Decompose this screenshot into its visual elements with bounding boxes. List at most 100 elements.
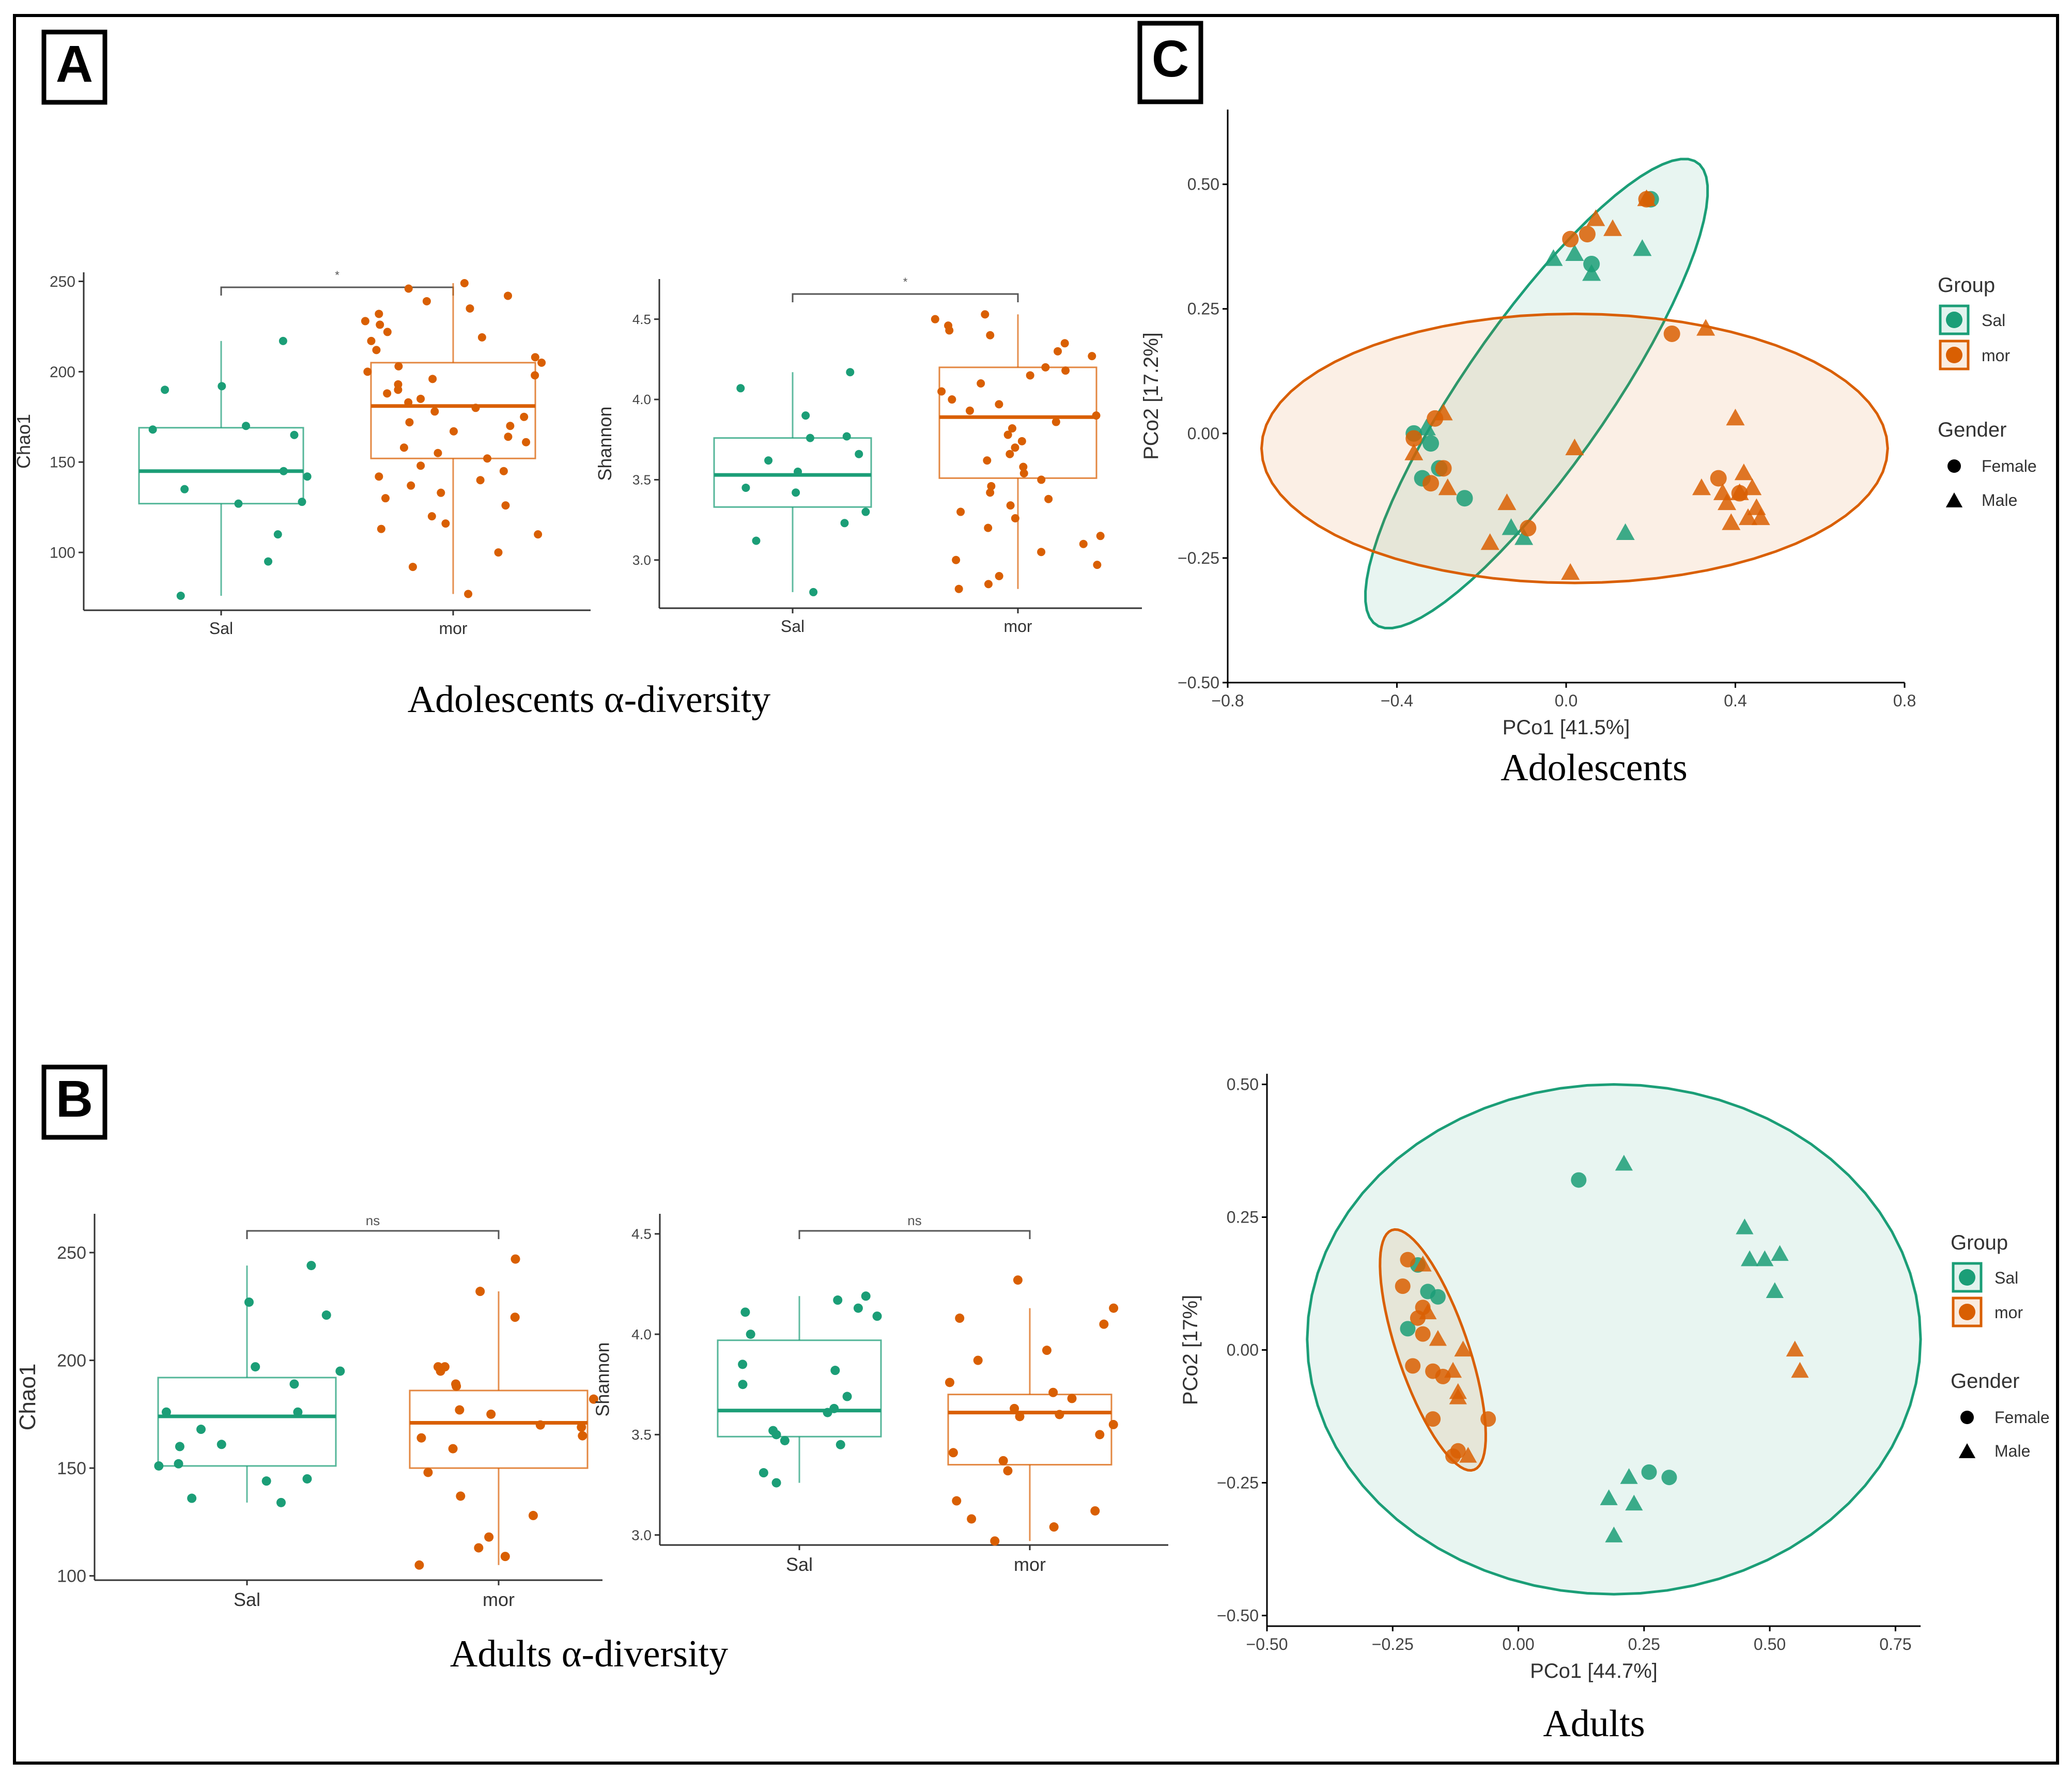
sal-data-point <box>780 1435 790 1445</box>
mor-data-point <box>537 358 546 367</box>
sal-data-point <box>806 434 814 442</box>
y-axis-label: Chao1 <box>15 1364 40 1431</box>
mor-data-point <box>977 379 985 388</box>
sal-data-point <box>853 1303 863 1313</box>
mor-data-point <box>430 407 439 416</box>
mor-male-point <box>1444 1362 1462 1378</box>
legend-gender-title: Gender <box>1951 1370 2019 1393</box>
y-tick-label: 0.25 <box>1227 1208 1259 1227</box>
sal-data-point <box>244 1297 254 1307</box>
sal-male-point <box>1766 1282 1784 1299</box>
mor-data-point <box>995 400 1003 409</box>
mor-data-point <box>422 297 431 305</box>
sal-data-point <box>264 557 273 566</box>
mor-data-point <box>383 328 392 336</box>
adolescent-chao1-boxplot: 100 150 200 250 Chao1 Sal mor * <box>13 269 591 638</box>
sal-male-point <box>1565 244 1584 261</box>
sal-data-point <box>801 411 810 420</box>
mor-data-point <box>484 1532 494 1542</box>
y-tick-label: 0.25 <box>1187 300 1219 318</box>
y-tick-label: 0.50 <box>1227 1075 1259 1094</box>
mor-data-point <box>995 572 1003 580</box>
y-tick-label: −0.50 <box>1178 673 1219 692</box>
mor-data-point <box>441 519 450 528</box>
y-tick-label: 0.50 <box>1187 175 1219 194</box>
mor-data-point <box>1049 1522 1059 1532</box>
mor-male-point <box>1713 483 1732 500</box>
mor-data-point <box>1006 501 1015 510</box>
y-tick-label: 150 <box>50 454 75 471</box>
sal-data-point <box>180 485 189 493</box>
mor-data-point <box>486 1409 496 1419</box>
sal-data-point <box>833 1295 843 1305</box>
adult-chao1-boxplot: 100 150 200 250 Chao1 Sal mor ns <box>15 1213 602 1610</box>
x-tick-label: Sal <box>209 619 233 638</box>
mor-data-point <box>1088 352 1096 361</box>
mor-data-point <box>501 501 510 510</box>
y-tick-label: 4.5 <box>631 1226 652 1242</box>
mor-data-point <box>434 449 442 457</box>
mor-data-point <box>1010 1403 1019 1413</box>
sal-male-point <box>1771 1245 1789 1261</box>
sal-data-point <box>290 430 299 439</box>
mor-male-point <box>1459 1447 1477 1463</box>
x-tick-label: mor <box>1014 1554 1046 1575</box>
mor-data-point <box>520 412 529 421</box>
x-tick-label: −0.25 <box>1372 1635 1414 1654</box>
mor-data-point <box>1003 1466 1013 1476</box>
sal-female-point <box>1422 435 1439 452</box>
sal-data-point <box>174 1459 183 1469</box>
mor-data-point <box>535 1420 545 1430</box>
mor-data-point <box>1017 437 1026 445</box>
mor-data-point <box>372 346 381 354</box>
sal-female-point <box>1400 1321 1416 1337</box>
mor-male-point <box>1751 508 1770 526</box>
sal-male-point <box>1582 264 1601 281</box>
mor-data-point <box>377 524 385 533</box>
sal-data-point <box>872 1311 882 1321</box>
sal-data-point <box>161 1407 171 1417</box>
sal-data-point <box>298 498 306 506</box>
sal-data-point <box>196 1425 206 1434</box>
y-tick-label: 150 <box>57 1459 86 1478</box>
y-tick-label: 4.0 <box>632 392 651 407</box>
mor-data-point <box>1096 532 1105 540</box>
panel-label-a: A <box>41 29 107 105</box>
mor-male-point <box>1692 478 1711 496</box>
mor-data-point <box>399 443 408 452</box>
mor-data-point <box>448 1444 458 1454</box>
mor-data-point <box>522 438 531 446</box>
x-axis-label: PCo1 [41.5%] <box>1503 716 1630 739</box>
mor-male-point <box>1637 189 1656 206</box>
mor-data-point <box>466 304 474 313</box>
significance-bracket <box>798 1230 1031 1239</box>
legend-label-male: Male <box>1982 491 2017 509</box>
mor-box <box>938 366 1097 479</box>
mor-data-point <box>983 456 992 465</box>
y-tick-label: −0.50 <box>1217 1606 1259 1625</box>
mor-data-point <box>477 333 486 342</box>
sal-male-point <box>1600 1489 1618 1505</box>
mor-male-point <box>1565 438 1584 456</box>
mor-data-point <box>981 310 989 319</box>
sal-data-point <box>261 1476 271 1486</box>
mor-data-point <box>1037 548 1046 557</box>
panel-label-b-text: B <box>56 1070 93 1128</box>
mor-male-point <box>1497 493 1517 511</box>
sal-data-point <box>752 536 761 545</box>
mor-data-point <box>1003 430 1012 439</box>
mor-male-point <box>1586 209 1605 226</box>
y-tick-label: 200 <box>57 1351 86 1371</box>
sal-data-point <box>273 530 282 539</box>
mor-data-point <box>986 488 995 497</box>
sal-data-point <box>242 422 251 430</box>
x-tick-label: mor <box>1003 617 1032 636</box>
mor-data-point <box>1011 514 1019 522</box>
y-axis-label: Chao1 <box>13 414 34 469</box>
mor-female-point <box>1405 430 1422 447</box>
mor-data-point <box>965 406 974 415</box>
mor-data-point <box>471 404 480 412</box>
sal-male-point <box>1616 523 1635 540</box>
mor-female-point <box>1422 475 1439 492</box>
